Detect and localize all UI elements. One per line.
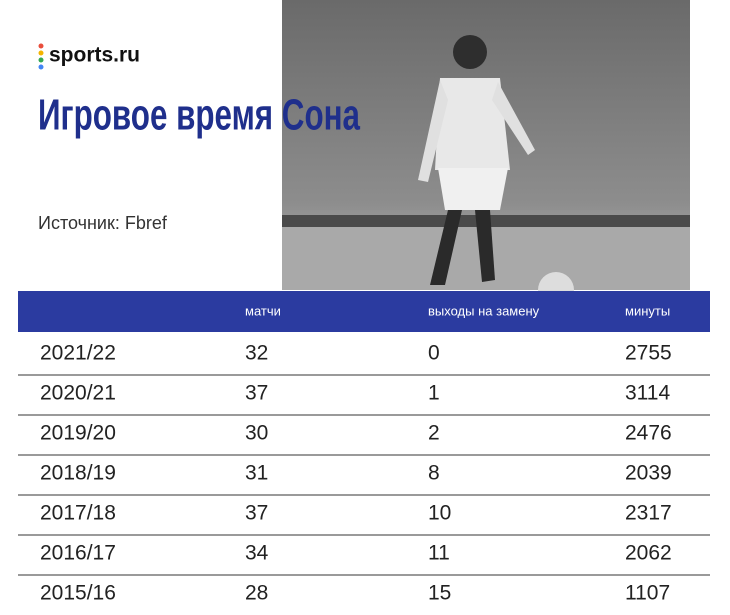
logo: sports.ru	[38, 43, 140, 70]
column-header: матчи	[245, 303, 281, 318]
season-cell: 2020/21	[40, 382, 116, 405]
value-cell: 2317	[625, 502, 672, 525]
column-header: выходы на замену	[428, 303, 540, 318]
value-cell: 37	[245, 382, 268, 405]
value-cell: 0	[428, 342, 440, 365]
table: матчи выходы на замену минуты 2021/22 32 0 275…	[18, 303, 710, 605]
value-cell: 2039	[625, 462, 672, 485]
value-cell: 3114	[625, 382, 670, 405]
value-cell: 8	[428, 462, 440, 485]
value-cell: 30	[245, 422, 268, 445]
row-separator	[18, 414, 710, 416]
row-separator	[18, 494, 710, 496]
value-cell: 34	[245, 542, 269, 565]
season-cell: 2021/22	[40, 342, 116, 365]
value-cell: 10	[428, 502, 451, 525]
value-cell: 2755	[625, 342, 672, 365]
value-cell: 31	[245, 462, 268, 485]
value-cell: 15	[428, 582, 451, 605]
value-cell: 2	[428, 422, 440, 445]
value-cell: 28	[245, 582, 268, 605]
column-header: минуты	[625, 303, 670, 318]
value-cell: 2476	[625, 422, 672, 445]
value-cell: 32	[245, 342, 268, 365]
value-cell: 1	[428, 382, 440, 405]
season-cell: 2019/20	[40, 422, 116, 445]
row-separator	[18, 534, 710, 536]
value-cell: 37	[245, 502, 268, 525]
season-cell: 2016/17	[40, 542, 116, 565]
season-cell: 2018/19	[40, 462, 116, 485]
table-header	[18, 291, 710, 332]
value-cell: 1107	[625, 582, 670, 605]
photo	[282, 0, 690, 308]
title: Игровое время Сона	[38, 91, 360, 140]
season-cell: 2015/16	[40, 582, 116, 605]
row-separator	[18, 574, 710, 576]
value-cell: 2062	[625, 542, 672, 565]
source: Источник: Fbref	[38, 213, 168, 233]
row-separator	[18, 374, 710, 376]
season-cell: 2017/18	[40, 502, 116, 525]
row-separator	[18, 454, 710, 456]
value-cell: 11	[428, 542, 450, 565]
logo-text: sports.ru	[49, 44, 140, 67]
